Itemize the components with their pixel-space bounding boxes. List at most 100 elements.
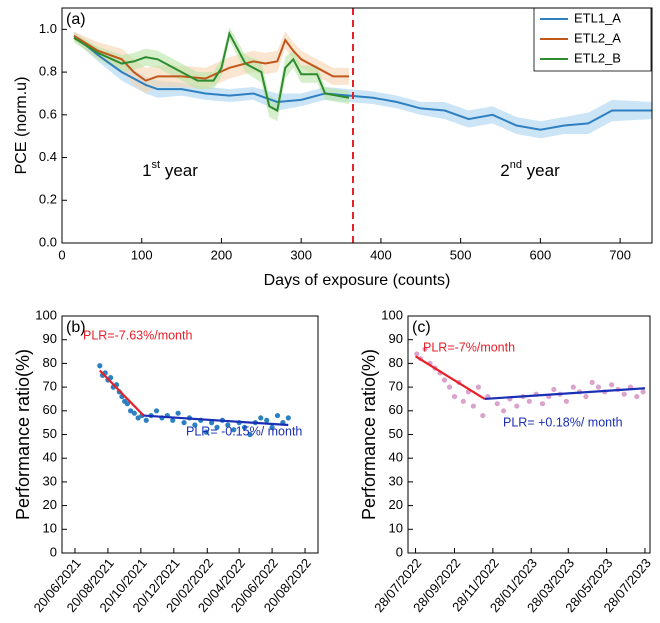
point: [583, 393, 589, 400]
fit-line: [143, 414, 289, 427]
point: [274, 412, 281, 419]
plot-frame: [61, 7, 653, 244]
point: [640, 389, 646, 395]
point: [480, 412, 486, 419]
year-number: 2: [500, 161, 509, 180]
fit-label: PLR= -0.15%/ month: [186, 424, 302, 438]
x-tick-label: 600: [530, 247, 552, 262]
series-line: [73, 34, 350, 82]
y-tick-label: 0.4: [39, 149, 57, 164]
y-tick-label: 40: [43, 450, 57, 465]
y-tick-label: 10: [43, 521, 57, 536]
fit-label: PLR=-7%/month: [423, 340, 515, 354]
point: [127, 408, 134, 414]
plot-frame: [407, 315, 651, 554]
point: [131, 410, 137, 416]
x-axis-title: Days of exposure (counts): [264, 272, 451, 289]
point: [170, 417, 176, 423]
y-axis-title: PCE (norm.u): [13, 77, 30, 175]
x-tick-label: 0: [58, 247, 65, 262]
fit-line: [99, 369, 145, 417]
point: [181, 420, 187, 426]
point: [285, 415, 291, 421]
y-tick-label: 10: [389, 521, 403, 536]
panel: 010203040506070809010028/07/202228/09/20…: [359, 307, 654, 615]
point: [570, 384, 576, 390]
y-tick-label: 0.2: [39, 192, 57, 207]
year-tail: year: [522, 161, 560, 180]
x-tick-label: 100: [131, 247, 153, 262]
fit-line: [414, 355, 486, 400]
y-tick-label: 100: [381, 307, 403, 322]
point: [225, 422, 231, 428]
y-tick-label: 50: [43, 426, 57, 441]
y-tick-label: 20: [389, 497, 403, 512]
y-tick-label: 50: [389, 426, 403, 441]
y-tick-label: 60: [43, 402, 57, 417]
year-sup: st: [152, 159, 161, 171]
year-number: 1: [142, 161, 151, 180]
y-tick-label: 0.8: [39, 64, 57, 79]
fit-line: [484, 387, 646, 401]
x-tick-label: 300: [290, 247, 312, 262]
y-tick-label: 80: [389, 355, 403, 370]
y-tick-label: 0: [396, 544, 403, 559]
y-axis-title: Performance ratio(%): [359, 349, 379, 520]
point: [414, 351, 420, 357]
point: [551, 386, 557, 393]
year-label: 1st year: [142, 159, 198, 181]
legend-label: ETL1_A: [574, 10, 621, 25]
point: [451, 393, 458, 400]
panel: 010203040506070809010020/06/202120/08/20…: [13, 307, 319, 615]
point: [124, 401, 130, 407]
point: [589, 379, 595, 385]
point: [634, 393, 640, 400]
point: [269, 424, 275, 430]
x-tick-label: 200: [211, 247, 233, 262]
legend-label: ETL2_A: [574, 30, 621, 45]
point: [241, 424, 248, 430]
point: [153, 408, 160, 414]
legend-label: ETL2_B: [574, 50, 621, 65]
point: [526, 398, 532, 404]
point: [209, 420, 215, 426]
year-sup: nd: [510, 159, 522, 171]
x-tick-label: 500: [450, 247, 472, 262]
point: [192, 422, 198, 428]
x-tick-label: 400: [370, 247, 392, 262]
point: [258, 415, 264, 421]
y-tick-label: 100: [35, 307, 57, 322]
panel-label: (a): [66, 11, 86, 28]
point: [609, 382, 615, 388]
point: [563, 398, 570, 404]
point: [203, 429, 209, 435]
point: [494, 401, 500, 407]
point: [539, 401, 546, 407]
point: [475, 384, 481, 390]
panel: 0.0 0.2 0.4 0.6 0.8 1.0 0 100 200 300 400 500 600 700…: [13, 7, 653, 289]
y-tick-label: 0.6: [39, 106, 57, 121]
y-tick-label: 80: [43, 355, 57, 370]
point: [470, 403, 476, 409]
point: [264, 417, 270, 423]
y-tick-label: 90: [389, 331, 403, 346]
panel-label: (c): [412, 319, 431, 336]
point: [135, 415, 141, 421]
point: [500, 408, 507, 414]
point: [460, 398, 466, 404]
year-label: 2nd year: [500, 159, 560, 181]
panel-label: (b): [66, 319, 86, 336]
point: [231, 427, 237, 433]
point: [441, 377, 448, 383]
point: [446, 384, 453, 390]
y-tick-label: 90: [43, 331, 57, 346]
y-tick-label: 20: [43, 497, 57, 512]
y-tick-label: 60: [389, 402, 403, 417]
point: [422, 346, 428, 352]
series-line: [73, 34, 652, 131]
year-tail: year: [160, 161, 198, 180]
point: [143, 417, 149, 423]
plot-frame: [61, 315, 319, 554]
point: [621, 391, 627, 397]
point: [514, 403, 520, 409]
